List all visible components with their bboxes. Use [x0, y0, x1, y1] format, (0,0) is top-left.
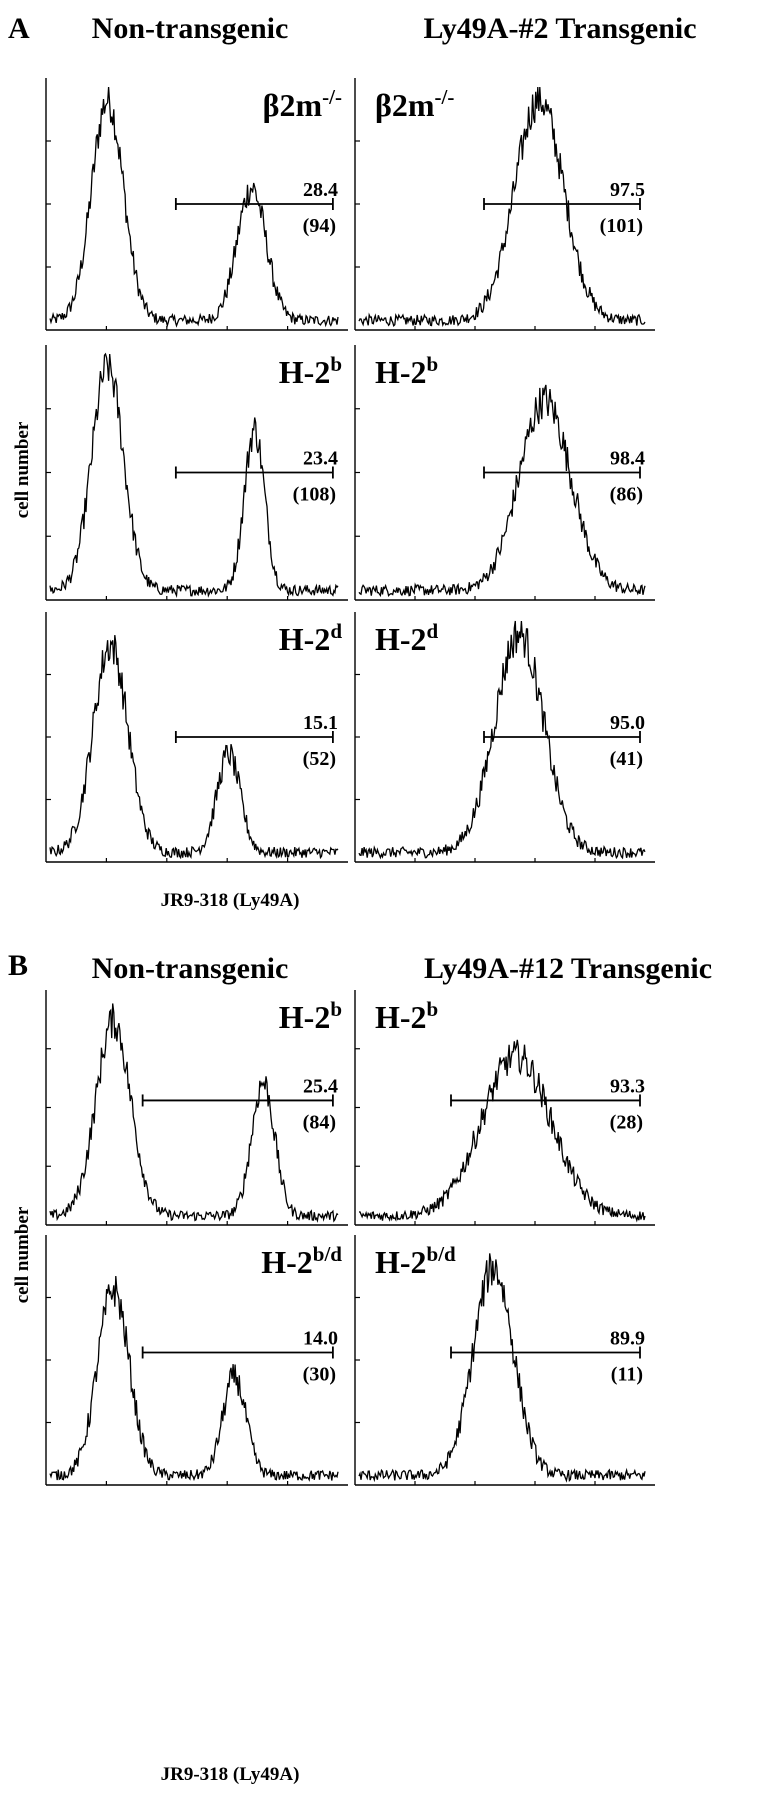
- genotype-base: H-2: [279, 354, 331, 390]
- gate-mfi-label: (84): [303, 1111, 336, 1133]
- gate-percent-label: 89.9: [610, 1328, 645, 1350]
- x-axis-label: JR9-318 (Ly49A): [161, 890, 300, 911]
- gate-mfi-label: (52): [303, 748, 336, 770]
- genotype-base: H-2: [375, 1244, 427, 1280]
- genotype-superscript: b/d: [427, 1242, 457, 1266]
- genotype-base: H-2: [375, 354, 427, 390]
- column-heading: Ly49A-#12 Transgenic: [424, 952, 712, 985]
- histogram-plot: 95.0 (41) H-2d: [354, 612, 655, 863]
- genotype-superscript: d: [427, 619, 439, 643]
- genotype-label: H-2d: [279, 619, 343, 657]
- histogram-trace: [358, 1039, 646, 1223]
- gate-percent-label: 98.4: [610, 448, 645, 470]
- histogram-trace: [358, 1253, 646, 1483]
- gate-percent-label: 25.4: [303, 1075, 338, 1097]
- gate-percent-label: 93.3: [610, 1075, 645, 1097]
- genotype-label: β2m-/-: [375, 85, 454, 123]
- histogram-plot: 28.4 (94) β2m-/-: [45, 78, 348, 331]
- panel-letter-a: A: [8, 12, 30, 45]
- histogram-trace: [49, 1003, 339, 1223]
- genotype-base: β2m: [263, 87, 323, 123]
- histogram-trace: [49, 86, 339, 329]
- histogram-trace: [49, 352, 339, 598]
- histogram-trace: [49, 1275, 339, 1482]
- genotype-base: H-2: [375, 999, 427, 1035]
- genotype-label: H-2b/d: [375, 1242, 456, 1280]
- histogram-plot: 15.1 (52) H-2d: [45, 612, 348, 863]
- genotype-base: β2m: [375, 87, 435, 123]
- histogram-trace: [358, 86, 646, 328]
- histogram-plot: 89.9 (11) H-2b/d: [354, 1235, 655, 1486]
- genotype-base: H-2: [279, 999, 331, 1035]
- genotype-superscript: b/d: [313, 1242, 343, 1266]
- gate-mfi-label: (41): [610, 748, 643, 770]
- y-axis-label: cell number: [12, 421, 33, 518]
- gate-percent-label: 97.5: [610, 179, 645, 201]
- genotype-superscript: b: [427, 997, 439, 1021]
- panel-letter-b: B: [8, 949, 28, 982]
- histogram-plot: 14.0 (30) H-2b/d: [45, 1235, 348, 1486]
- x-axis-label: JR9-318 (Ly49A): [161, 1764, 300, 1785]
- gate-mfi-label: (11): [611, 1364, 643, 1386]
- genotype-superscript: b: [427, 352, 439, 376]
- genotype-superscript: d: [330, 619, 342, 643]
- histogram-plot: 23.4 (108) H-2b: [45, 345, 348, 601]
- genotype-superscript: b: [330, 352, 342, 376]
- genotype-label: H-2b/d: [261, 1242, 342, 1280]
- histogram-plot: 98.4 (86) H-2b: [354, 345, 655, 601]
- histogram-trace: [49, 635, 339, 860]
- column-heading: Ly49A-#2 Transgenic: [423, 12, 696, 45]
- histogram-plot: 97.5 (101) β2m-/-: [354, 78, 655, 331]
- genotype-label: H-2b: [279, 997, 342, 1035]
- genotype-base: H-2: [261, 1244, 313, 1280]
- histogram-trace: [358, 384, 646, 598]
- gate-percent-label: 15.1: [303, 712, 338, 734]
- y-axis-label: cell number: [12, 1206, 33, 1303]
- genotype-base: H-2: [279, 621, 331, 657]
- gate-percent-label: 28.4: [303, 179, 338, 201]
- genotype-label: H-2b: [375, 997, 438, 1035]
- genotype-label: H-2b: [279, 352, 342, 390]
- gate-mfi-label: (101): [600, 215, 643, 237]
- histogram-plot: 93.3 (28) H-2b: [354, 990, 655, 1226]
- genotype-label: β2m-/-: [263, 85, 342, 123]
- gate-percent-label: 14.0: [303, 1328, 338, 1350]
- column-heading: Non-transgenic: [92, 952, 289, 985]
- genotype-label: H-2b: [375, 352, 438, 390]
- gate-percent-label: 95.0: [610, 712, 645, 734]
- genotype-base: H-2: [375, 621, 427, 657]
- genotype-superscript: b: [330, 997, 342, 1021]
- gate-mfi-label: (86): [610, 484, 643, 506]
- histogram-trace: [358, 620, 646, 860]
- gate-mfi-label: (28): [610, 1111, 643, 1133]
- genotype-superscript: -/-: [322, 85, 342, 109]
- gate-mfi-label: (30): [303, 1364, 336, 1386]
- gate-mfi-label: (108): [293, 484, 336, 506]
- column-heading: Non-transgenic: [92, 12, 289, 45]
- genotype-label: H-2d: [375, 619, 439, 657]
- genotype-superscript: -/-: [435, 85, 455, 109]
- gate-percent-label: 23.4: [303, 448, 338, 470]
- gate-mfi-label: (94): [303, 215, 336, 237]
- histogram-plot: 25.4 (84) H-2b: [45, 990, 348, 1226]
